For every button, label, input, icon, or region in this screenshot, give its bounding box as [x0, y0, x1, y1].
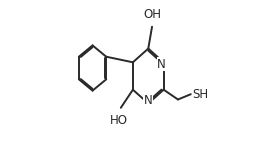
Text: OH: OH	[144, 8, 162, 21]
Text: HO: HO	[110, 114, 128, 127]
Text: N: N	[157, 58, 166, 71]
Text: N: N	[144, 94, 153, 107]
Text: SH: SH	[193, 88, 209, 101]
